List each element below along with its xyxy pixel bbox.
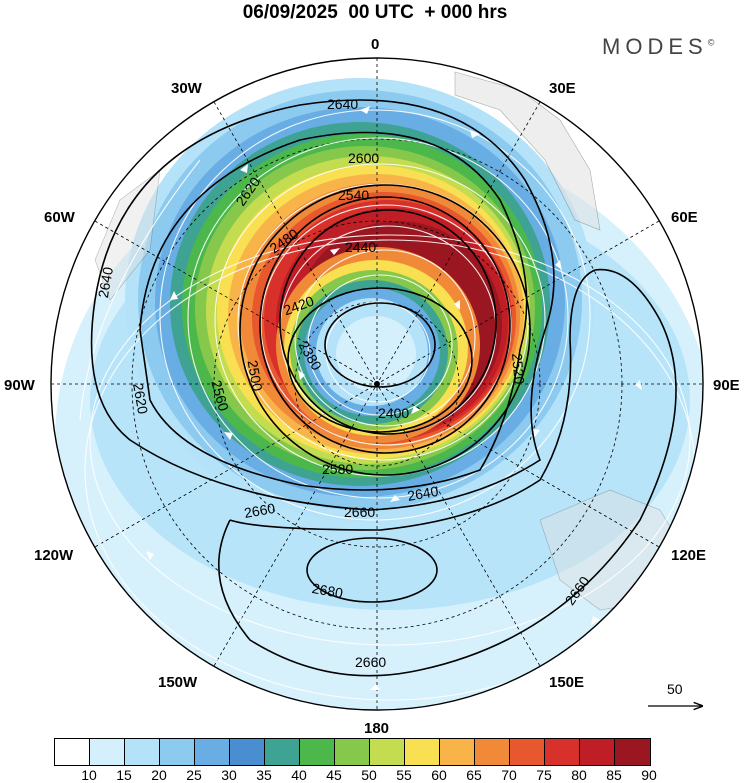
contour-label: 2500 <box>245 359 266 393</box>
colorbar-tick-label: 80 <box>571 767 587 783</box>
colorbar-swatch <box>335 739 370 765</box>
colorbar-tick-label: 20 <box>151 767 167 783</box>
streamline-arrows <box>146 106 642 690</box>
colorbar-swatch <box>510 739 545 765</box>
wind-speed-field <box>51 58 703 710</box>
lon-label-0: 0 <box>371 36 379 53</box>
contour-label: 2560 <box>208 378 232 412</box>
contour-label: 2640 <box>95 266 116 300</box>
colorbar-tick-label: 30 <box>221 767 237 783</box>
colorbar-tick-label: 35 <box>256 767 272 783</box>
contour-label: 2580 <box>322 461 353 477</box>
lon-label-150w: 150W <box>158 674 198 691</box>
reference-vector: 50 <box>648 681 702 706</box>
lon-label-150e: 150E <box>549 674 584 691</box>
colorbar-tick-label: 40 <box>291 767 307 783</box>
colorbar-swatch <box>370 739 405 765</box>
contour-label: 2400 <box>378 405 409 421</box>
colorbar-swatch <box>230 739 265 765</box>
map-boundary <box>50 57 704 711</box>
colorbar-swatch <box>55 739 90 765</box>
colorbar-tick-label: 15 <box>116 767 132 783</box>
colorbar-swatch <box>580 739 615 765</box>
contour-label: 2660 <box>355 654 386 670</box>
lon-label-120w: 120W <box>34 547 74 564</box>
brand-name: MODES <box>602 34 708 59</box>
lon-label-180: 180 <box>364 720 389 737</box>
brand-logo: MODES© <box>602 34 714 60</box>
lon-label-90e: 90E <box>713 377 740 394</box>
contour-label: 2520 <box>509 353 528 386</box>
colorbar-ticks: 10 15 20 25 30 35 40 45 50 55 60 65 70 75 80 85 90 <box>54 767 702 783</box>
colorbar-tick-label: 90 <box>641 767 657 783</box>
contour-label: 2540 <box>338 187 369 203</box>
colorbar-swatch <box>300 739 335 765</box>
colorbar-tick-label: 10 <box>81 767 97 783</box>
lon-label-60w: 60W <box>44 209 76 226</box>
height-contours <box>90 99 677 677</box>
colorbar-swatch <box>265 739 300 765</box>
contour-label: 2440 <box>345 239 376 255</box>
colorbar-swatch <box>545 739 580 765</box>
wind-streamlines <box>79 109 696 701</box>
colorbar-tick-label: 60 <box>431 767 447 783</box>
colorbar-tick-label: 55 <box>396 767 412 783</box>
colorbar-tick-label: 50 <box>361 767 377 783</box>
colorbar-swatch <box>90 739 125 765</box>
colorbar-tick-label: 85 <box>606 767 622 783</box>
colorbar-swatch <box>475 739 510 765</box>
reference-vector-label: 50 <box>667 681 683 697</box>
colorbar-tick-label: 45 <box>326 767 342 783</box>
contour-label: 2640 <box>327 96 358 112</box>
colorbar-swatch <box>125 739 160 765</box>
contour-label: 2600 <box>348 150 379 166</box>
contour-label: 2680 <box>311 580 345 601</box>
colorbar-swatch <box>440 739 475 765</box>
colorbar-tick-label: 65 <box>466 767 482 783</box>
lon-label-30e: 30E <box>549 80 576 97</box>
longitude-labels: 0 30E 60E 90E 120E 150E 180 150W 120W 90… <box>4 36 740 737</box>
south-pole-marker <box>374 381 380 387</box>
contour-label: 2660 <box>344 504 375 520</box>
colorbar-tick-label: 70 <box>501 767 517 783</box>
contour-label: 2620 <box>130 382 151 416</box>
colorbar-tick-label: 25 <box>186 767 202 783</box>
map-title: 06/09/2025 00 UTC + 000 hrs <box>242 2 508 23</box>
colorbar-tick-label: 75 <box>536 767 552 783</box>
contour-label: 2640 <box>406 483 440 504</box>
colorbar <box>54 738 651 766</box>
colorbar-swatch <box>160 739 195 765</box>
colorbar-swatch <box>195 739 230 765</box>
lon-label-60e: 60E <box>671 209 698 226</box>
contour-label: 2660 <box>243 500 277 521</box>
copyright-icon: © <box>707 37 715 48</box>
lon-label-120e: 120E <box>671 547 706 564</box>
lon-label-30w: 30W <box>171 80 203 97</box>
colorbar-swatch <box>615 739 650 765</box>
lon-label-90w: 90W <box>4 377 36 394</box>
colorbar-swatch <box>405 739 440 765</box>
